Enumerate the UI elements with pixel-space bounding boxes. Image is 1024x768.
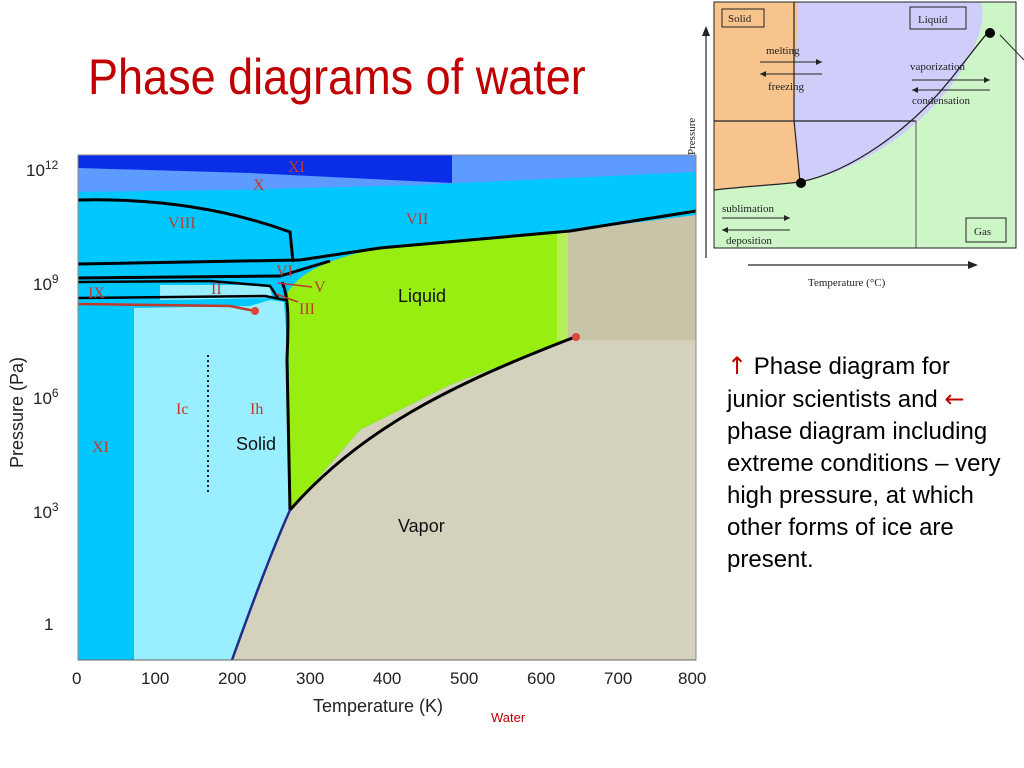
inset-label-solid: Solid [728, 13, 752, 25]
x-tick-label: 0 [72, 669, 81, 688]
inset-label-gas: Gas [974, 226, 991, 238]
label-ice-viii: VIII [168, 215, 196, 232]
label-vapor: Vapor [398, 516, 445, 536]
x-axis-label: Temperature (K) [313, 696, 443, 716]
region-ice-ih [134, 300, 290, 660]
region-ice-xi-top [78, 155, 452, 183]
y-tick-label: 1012 [26, 158, 59, 180]
slide-title: Phase diagrams of water [88, 49, 586, 105]
label-solid: Solid [236, 434, 276, 454]
region-vapor [232, 337, 696, 660]
label-liquid: Liquid [398, 286, 446, 306]
x-axis: 0 100 200 300 400 500 600 700 800 Temper… [72, 659, 706, 716]
label-ice-ix: IX [88, 285, 105, 302]
inset-phase-diagram: Solid Liquid Gas melting freezing vapori… [686, 1, 1024, 289]
description-part-1: Phase diagram for junior scientists and [727, 353, 950, 413]
up-arrow-icon: ↑ [727, 352, 748, 380]
region-supercritical [568, 215, 696, 340]
inset-region-solid [714, 2, 800, 190]
x-tick-label: 500 [450, 669, 478, 688]
x-tick-label: 300 [296, 669, 324, 688]
inset-label-melting: melting [766, 45, 800, 57]
inset-label-deposition: deposition [726, 235, 772, 247]
inset-region-liquid [794, 2, 983, 182]
inset-x-axis-label: Temperature (°C) [808, 277, 886, 289]
inset-label-freezing: freezing [768, 81, 805, 93]
label-ice-xi-top: XI [288, 159, 305, 176]
label-ice-v: V [314, 279, 326, 296]
description-part-2: phase diagram including extreme conditio… [727, 418, 1001, 573]
region-ice-xi-low [78, 300, 134, 660]
inset-label-vaporization: vaporization [910, 61, 965, 73]
y-tick-label: 1 [44, 615, 53, 634]
label-ice-vi: VI [276, 263, 293, 280]
label-ice-ic: Ic [176, 401, 188, 418]
label-ice-xi-low: XI [92, 439, 109, 456]
inset-y-axis-label: Pressure [686, 118, 698, 155]
inset-label-sublimation: sublimation [722, 203, 774, 215]
y-tick-label: 103 [33, 500, 59, 522]
label-ice-vii: VII [406, 211, 428, 228]
x-tick-label: 100 [141, 669, 169, 688]
y-tick-label: 106 [33, 386, 59, 408]
label-ice-ih: Ih [250, 401, 263, 418]
caption-water: Water [491, 710, 526, 725]
x-tick-label: 800 [678, 669, 706, 688]
main-phase-diagram: Liquid Solid Vapor XI X VIII VII VI V II… [7, 154, 706, 716]
y-tick-label: 109 [33, 272, 59, 294]
inset-label-liquid: Liquid [918, 14, 948, 26]
y-axis-label: Pressure (Pa) [7, 357, 27, 468]
description-text: ↑ Phase diagram for junior scientists an… [727, 350, 1012, 576]
x-tick-label: 700 [604, 669, 632, 688]
inset-label-condensation: condensation [912, 95, 971, 107]
x-tick-label: 400 [373, 669, 401, 688]
label-ice-ii: II [211, 281, 222, 298]
x-tick-label: 600 [527, 669, 555, 688]
left-arrow-icon: ← [944, 385, 965, 413]
label-ice-x: X [253, 177, 265, 194]
x-tick-label: 200 [218, 669, 246, 688]
y-axis: 1012 109 106 103 1 Pressure (Pa) [7, 158, 59, 634]
region-liquid [288, 231, 575, 510]
label-ice-iii: III [299, 301, 315, 318]
